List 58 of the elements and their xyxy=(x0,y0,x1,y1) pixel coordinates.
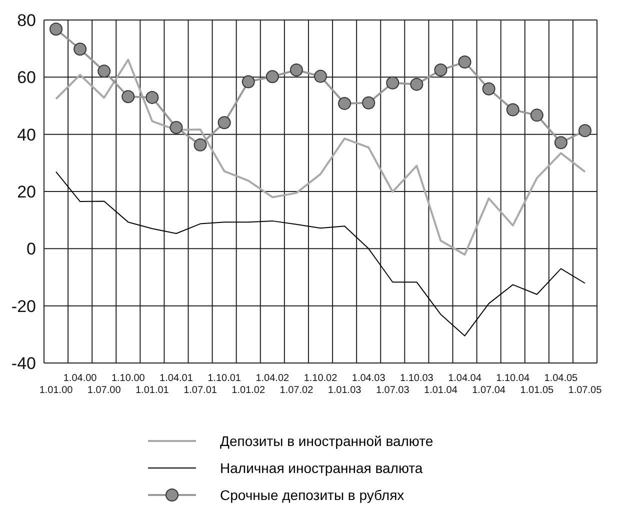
y-tick-label: -20 xyxy=(11,296,36,316)
x-tick-label: 1.04.02 xyxy=(256,373,290,384)
x-tick-label: 1.01.00 xyxy=(39,385,74,396)
x-tick-label: 1.01.05 xyxy=(520,385,554,396)
point xyxy=(314,70,327,83)
x-tick-label: 1.07.05 xyxy=(568,385,602,396)
y-tick-label: 80 xyxy=(17,11,36,30)
y-tick-label: 20 xyxy=(17,182,36,202)
x-tick-label: 1.07.00 xyxy=(87,385,122,396)
point xyxy=(482,82,496,96)
y-tick-label: 0 xyxy=(26,240,36,259)
point xyxy=(242,75,255,88)
point xyxy=(434,64,448,77)
point xyxy=(74,42,87,56)
x-tick-label: 1.07.01 xyxy=(184,385,218,396)
x-tick-label: 1.04.03 xyxy=(352,373,386,384)
point xyxy=(194,138,207,152)
x-tick-label: 1.04.00 xyxy=(63,373,98,384)
x-tick-label: 1.10.02 xyxy=(304,373,338,384)
point xyxy=(458,56,472,69)
point xyxy=(506,103,520,116)
point xyxy=(386,76,400,90)
x-tick-label: 1.01.01 xyxy=(136,385,170,396)
point xyxy=(362,96,376,110)
y-tick-label: -40 xyxy=(11,354,36,374)
point xyxy=(98,64,111,78)
x-tick-label: 1.07.02 xyxy=(280,385,314,396)
point xyxy=(266,70,279,84)
point xyxy=(578,124,592,138)
line-series xyxy=(56,171,586,336)
x-tick-label: 1.07.03 xyxy=(376,385,410,396)
point xyxy=(50,22,63,36)
x-tick-label: 1.10.04 xyxy=(496,373,530,384)
point xyxy=(554,136,568,150)
point xyxy=(122,90,135,104)
legend-label: Депозиты в иностранной валюте xyxy=(220,432,434,448)
point xyxy=(218,116,231,130)
y-tick-label: 60 xyxy=(17,68,36,88)
x-tick-label: 1.10.03 xyxy=(400,373,434,384)
line-series xyxy=(55,58,586,256)
x-tick-label: 1.01.03 xyxy=(328,385,362,396)
point xyxy=(146,90,159,104)
point xyxy=(170,120,183,134)
x-tick-label: 1.01.04 xyxy=(424,385,458,396)
point xyxy=(410,78,424,91)
point xyxy=(530,108,544,122)
x-tick-label: 1.04.05 xyxy=(544,373,578,384)
x-tick-label: 1.10.01 xyxy=(208,373,242,384)
x-tick-label: 1.01.02 xyxy=(232,385,266,396)
x-tick-label: 1.07.04 xyxy=(472,385,506,396)
legend-label: Срочные депозиты в рублях xyxy=(220,486,404,502)
x-tick-label: 1.10.00 xyxy=(111,373,146,384)
x-tick-label: 1.04.01 xyxy=(160,373,194,384)
y-tick-label: 40 xyxy=(17,125,36,144)
point xyxy=(338,96,352,110)
point xyxy=(290,64,303,77)
x-tick-label: 1.04.04 xyxy=(448,373,482,384)
legend-label: Наличная иностранная валюта xyxy=(220,460,423,476)
